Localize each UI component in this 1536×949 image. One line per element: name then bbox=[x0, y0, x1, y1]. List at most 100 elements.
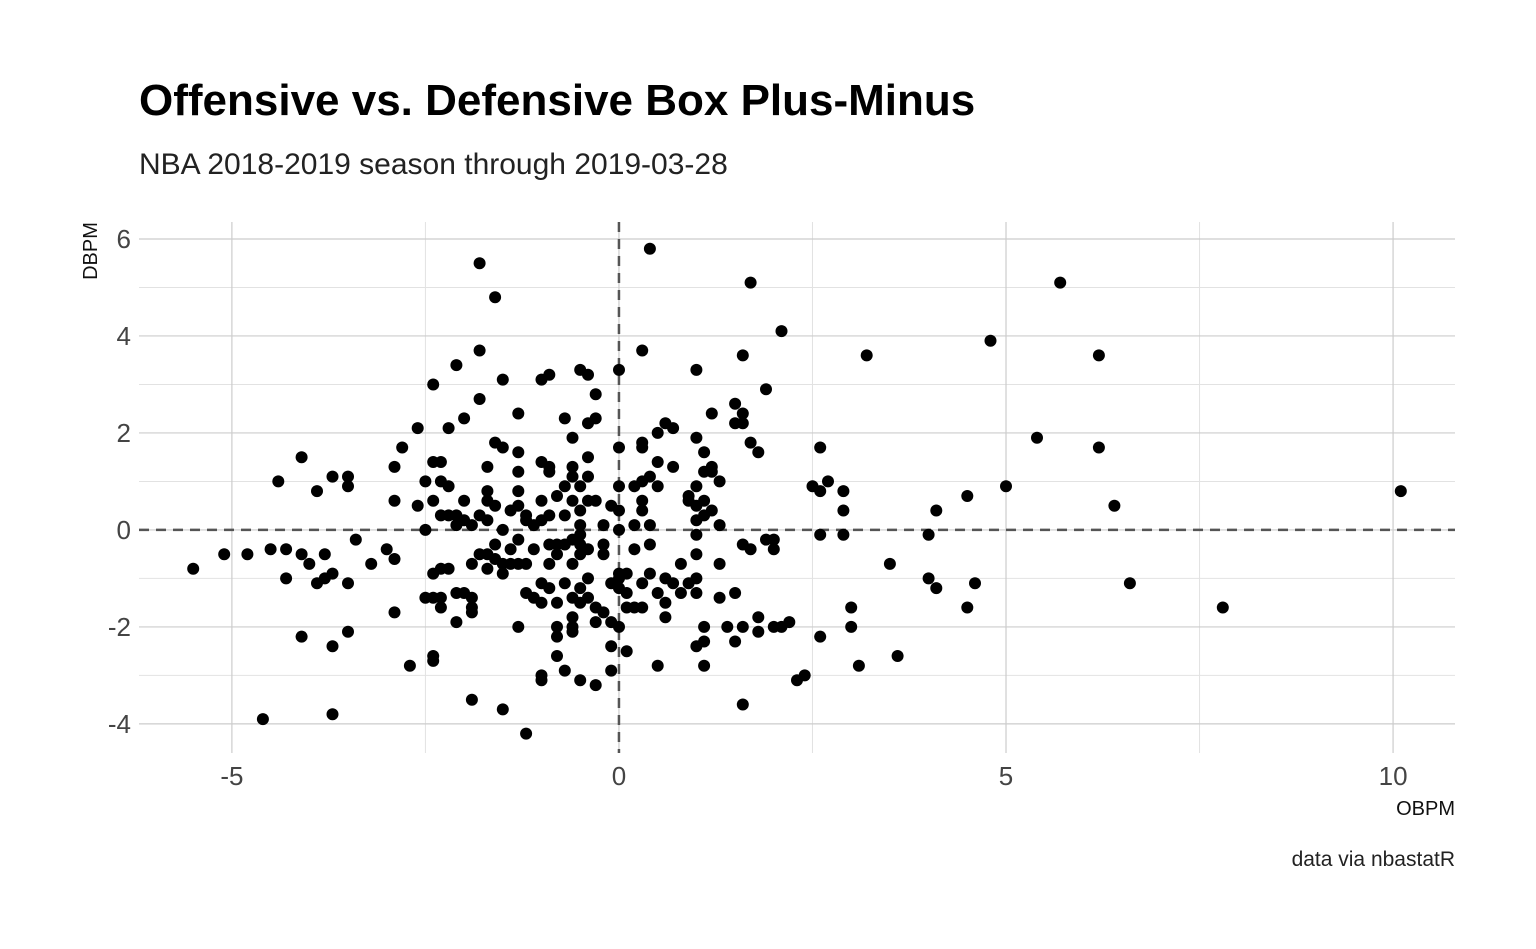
data-point bbox=[427, 654, 440, 667]
data-point bbox=[582, 591, 594, 604]
data-point bbox=[218, 548, 231, 561]
data-point bbox=[798, 669, 811, 682]
data-point bbox=[458, 412, 471, 425]
data-point bbox=[388, 494, 401, 507]
data-point bbox=[566, 494, 579, 507]
data-point bbox=[574, 674, 587, 687]
y-axis-label: DBPM bbox=[80, 222, 102, 280]
data-point bbox=[512, 499, 525, 512]
data-point bbox=[729, 397, 742, 410]
data-point bbox=[318, 548, 331, 561]
chart-subtitle: NBA 2018-2019 season through 2019-03-28 bbox=[139, 148, 728, 181]
data-point bbox=[489, 499, 502, 512]
data-point bbox=[589, 388, 602, 401]
data-point bbox=[582, 451, 594, 464]
data-point bbox=[342, 480, 354, 493]
data-point bbox=[605, 640, 618, 653]
data-point bbox=[303, 557, 316, 570]
data-point bbox=[442, 562, 455, 575]
x-tick-label: 0 bbox=[612, 761, 626, 791]
data-point bbox=[845, 601, 858, 614]
data-point bbox=[295, 548, 308, 561]
reference-lines bbox=[139, 222, 1455, 753]
data-point bbox=[342, 577, 354, 590]
x-tick-label: 5 bbox=[999, 761, 1013, 791]
data-point bbox=[396, 441, 409, 454]
data-point bbox=[481, 562, 494, 575]
data-point bbox=[419, 475, 432, 488]
data-point bbox=[783, 616, 796, 629]
data-point bbox=[837, 485, 850, 498]
data-point bbox=[930, 582, 943, 595]
data-point bbox=[651, 426, 664, 439]
data-point bbox=[822, 475, 834, 488]
data-point bbox=[1394, 485, 1407, 498]
data-point bbox=[465, 693, 478, 706]
data-point bbox=[326, 470, 339, 483]
data-point bbox=[1092, 349, 1105, 362]
data-point bbox=[566, 557, 579, 570]
data-point bbox=[690, 572, 703, 585]
data-point bbox=[272, 475, 285, 488]
data-point bbox=[690, 548, 703, 561]
data-point bbox=[473, 257, 486, 270]
data-point bbox=[605, 664, 618, 677]
data-point bbox=[636, 577, 649, 590]
data-point bbox=[342, 625, 354, 638]
data-point bbox=[520, 727, 533, 740]
data-point bbox=[512, 465, 525, 478]
data-point bbox=[280, 543, 293, 556]
data-point bbox=[883, 557, 896, 570]
data-point bbox=[643, 538, 656, 551]
data-point bbox=[543, 557, 556, 570]
data-point bbox=[713, 475, 726, 488]
data-point bbox=[930, 504, 943, 517]
data-point bbox=[961, 601, 974, 614]
data-point bbox=[613, 523, 625, 536]
data-point bbox=[311, 485, 323, 498]
data-point bbox=[984, 334, 997, 347]
y-tick-label: 4 bbox=[117, 321, 131, 351]
minor-gridlines bbox=[139, 222, 1455, 753]
data-point bbox=[597, 548, 610, 561]
data-point bbox=[620, 645, 633, 658]
data-point bbox=[690, 587, 703, 599]
data-point bbox=[582, 470, 594, 483]
data-point bbox=[597, 538, 610, 551]
data-point bbox=[643, 567, 656, 580]
x-tick-label: 10 bbox=[1379, 761, 1408, 791]
data-point bbox=[690, 431, 703, 444]
data-point bbox=[814, 528, 827, 541]
data-point bbox=[922, 528, 935, 541]
data-point bbox=[651, 587, 664, 599]
y-tick-label: 6 bbox=[117, 224, 131, 254]
data-point bbox=[969, 577, 981, 590]
data-point bbox=[589, 494, 602, 507]
data-point bbox=[256, 713, 269, 726]
data-point bbox=[582, 368, 594, 381]
x-tick-label: -5 bbox=[220, 761, 243, 791]
data-point bbox=[852, 659, 865, 672]
data-point bbox=[752, 611, 765, 624]
data-point bbox=[465, 519, 478, 532]
data-point bbox=[342, 470, 354, 483]
data-point bbox=[628, 543, 641, 556]
data-point bbox=[597, 606, 610, 619]
data-point bbox=[558, 412, 571, 425]
data-point bbox=[705, 407, 718, 420]
data-point bbox=[589, 412, 602, 425]
data-point bbox=[736, 620, 749, 633]
data-point bbox=[465, 606, 478, 619]
data-point bbox=[465, 591, 478, 604]
data-point bbox=[752, 625, 765, 638]
data-point bbox=[280, 572, 293, 585]
data-point bbox=[295, 630, 308, 643]
data-point bbox=[891, 650, 904, 662]
data-point bbox=[1000, 480, 1012, 493]
data-point bbox=[566, 625, 579, 638]
data-point bbox=[589, 679, 602, 692]
data-point bbox=[582, 543, 594, 556]
data-point bbox=[465, 557, 478, 570]
data-point bbox=[496, 567, 509, 580]
data-point bbox=[481, 514, 494, 527]
